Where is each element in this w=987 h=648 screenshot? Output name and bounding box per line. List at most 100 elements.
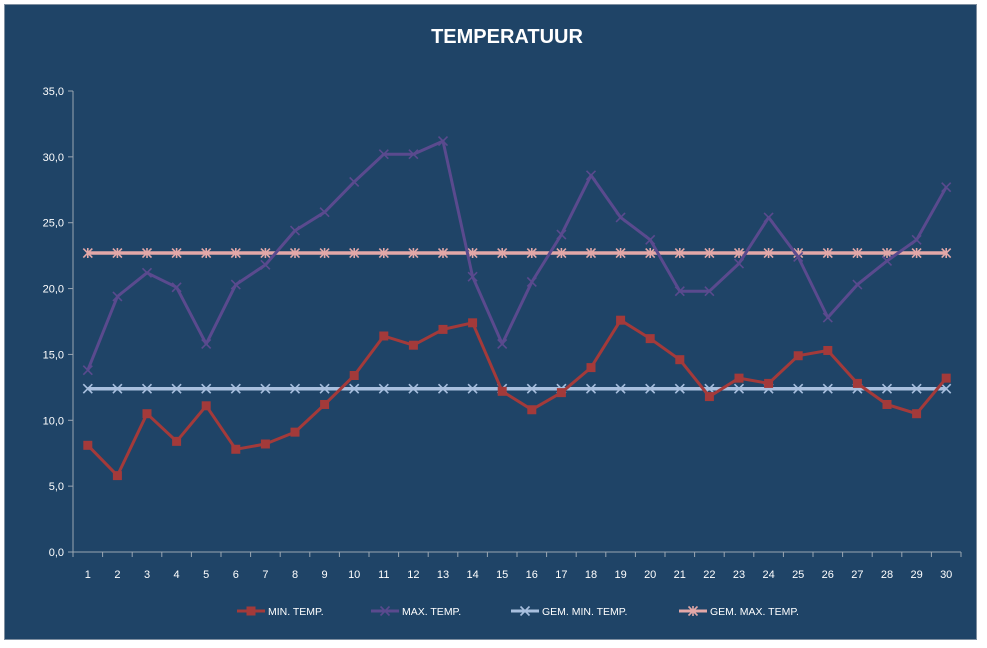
data-point-gem-max-temp [201, 247, 212, 259]
series-line-max-temp [86, 139, 948, 371]
data-point-gem-min-temp [941, 383, 952, 394]
data-point-min-temp [556, 388, 566, 398]
x-tick-label: 14 [466, 569, 478, 581]
data-point-max-temp [615, 212, 626, 223]
data-point-min-temp [616, 315, 626, 325]
data-point-gem-max-temp [260, 247, 271, 259]
data-point-max-temp [911, 234, 922, 245]
data-point-gem-min-temp [112, 383, 123, 394]
data-point-min-temp [260, 439, 270, 449]
data-point-min-temp [349, 371, 359, 381]
x-tick-label: 11 [378, 569, 389, 581]
x-tick-label: 10 [348, 569, 360, 581]
data-point-gem-min-temp [82, 383, 93, 394]
data-point-gem-min-temp [289, 383, 301, 394]
x-tick-label: 4 [174, 569, 180, 581]
data-point-gem-max-temp [408, 247, 419, 259]
x-tick-label: 27 [851, 569, 863, 581]
x-tick-label: 24 [762, 569, 774, 581]
data-point-gem-min-temp [881, 383, 893, 394]
data-point-max-temp [141, 267, 153, 278]
data-point-max-temp [585, 170, 597, 181]
x-tick-label: 12 [407, 569, 419, 581]
legend-label-min-temp: MIN. TEMP. [268, 606, 324, 618]
data-point-gem-min-temp [378, 383, 389, 394]
data-point-gem-min-temp [645, 383, 656, 394]
data-point-max-temp [82, 365, 93, 376]
data-point-min-temp [83, 440, 93, 450]
data-point-gem-max-temp [319, 247, 330, 259]
data-point-max-temp [378, 149, 389, 160]
data-point-gem-min-temp [408, 383, 419, 394]
data-point-gem-min-temp [437, 383, 449, 394]
data-point-gem-min-temp [260, 383, 271, 394]
data-point-gem-max-temp [171, 247, 182, 259]
y-tick-label: 35,0 [43, 86, 64, 98]
data-point-gem-max-temp [112, 247, 123, 259]
data-point-min-temp [912, 409, 922, 419]
x-tick-label: 2 [114, 569, 120, 581]
x-tick-label: 28 [881, 569, 893, 581]
data-point-gem-min-temp [822, 383, 833, 394]
data-point-gem-min-temp [585, 383, 597, 394]
data-point-max-temp [881, 255, 893, 266]
y-tick-label: 0,0 [49, 547, 64, 559]
x-tick-label: 1 [85, 569, 91, 581]
data-point-min-temp [793, 351, 803, 361]
data-point-gem-max-temp [763, 247, 774, 259]
data-point-min-temp [112, 471, 122, 481]
legend-label-gem-min-temp: GEM. MIN. TEMP. [542, 606, 627, 618]
x-tick-label: 25 [792, 569, 804, 581]
data-point-max-temp [526, 276, 537, 288]
x-tick-label: 8 [292, 569, 298, 581]
data-point-gem-min-temp [674, 383, 685, 394]
y-tick-label: 20,0 [43, 284, 64, 296]
chart-axes: 0,05,010,015,020,025,030,035,01 2 3 4 5 6 7 8 9 1… [43, 86, 962, 581]
x-tick-label: 22 [703, 569, 715, 581]
data-point-gem-max-temp [349, 247, 360, 259]
data-point-min-temp [438, 324, 448, 334]
data-point-gem-max-temp [556, 247, 567, 259]
data-point-max-temp [467, 271, 478, 282]
data-point-gem-max-temp [733, 247, 745, 259]
temperature-chart: TEMPERATUUR 0,05,010,015,020,025,030,035… [43, 26, 962, 618]
data-point-gem-max-temp [941, 247, 952, 259]
x-tick-label: 13 [437, 569, 449, 581]
legend-label-gem-max-temp: GEM. MAX. TEMP. [710, 606, 799, 618]
data-point-min-temp [527, 405, 537, 415]
y-tick-label: 10,0 [43, 415, 64, 427]
data-point-min-temp [852, 378, 862, 388]
data-point-max-temp [112, 291, 123, 302]
data-point-min-temp [320, 399, 330, 409]
data-point-max-temp [733, 258, 745, 269]
data-point-gem-max-temp [289, 247, 301, 259]
data-point-gem-max-temp [822, 247, 833, 259]
data-point-max-temp [319, 207, 330, 218]
data-point-gem-max-temp [497, 247, 508, 259]
chart-area: TEMPERATUUR 0,0 5,0 10,0 15,0 20,0 25,0 30,0 35… [4, 4, 977, 640]
data-point-min-temp [231, 444, 241, 454]
data-point-max-temp [289, 225, 301, 236]
data-point-min-temp [586, 363, 596, 373]
series-line-min-temp [86, 318, 948, 478]
data-point-gem-max-temp [911, 247, 922, 259]
data-point-max-temp [556, 229, 567, 240]
x-tick-label: 20 [644, 569, 656, 581]
data-point-max-temp [674, 286, 685, 297]
x-tick-label: 18 [585, 569, 597, 581]
data-point-min-temp [764, 378, 774, 388]
data-point-max-temp [704, 286, 715, 297]
data-point-max-temp [941, 182, 952, 193]
data-point-min-temp [704, 392, 714, 402]
data-point-max-temp [349, 176, 360, 187]
x-tick-label: 19 [614, 569, 626, 581]
x-tick-label: 17 [555, 569, 567, 581]
x-tick-label: 23 [733, 569, 745, 581]
data-point-max-temp [230, 279, 241, 290]
data-point-gem-max-temp [674, 247, 685, 259]
data-point-min-temp [941, 373, 951, 383]
data-point-gem-min-temp [201, 383, 212, 394]
data-point-gem-max-temp [645, 247, 656, 259]
data-point-gem-min-temp [319, 383, 330, 394]
data-point-min-temp [645, 334, 655, 344]
